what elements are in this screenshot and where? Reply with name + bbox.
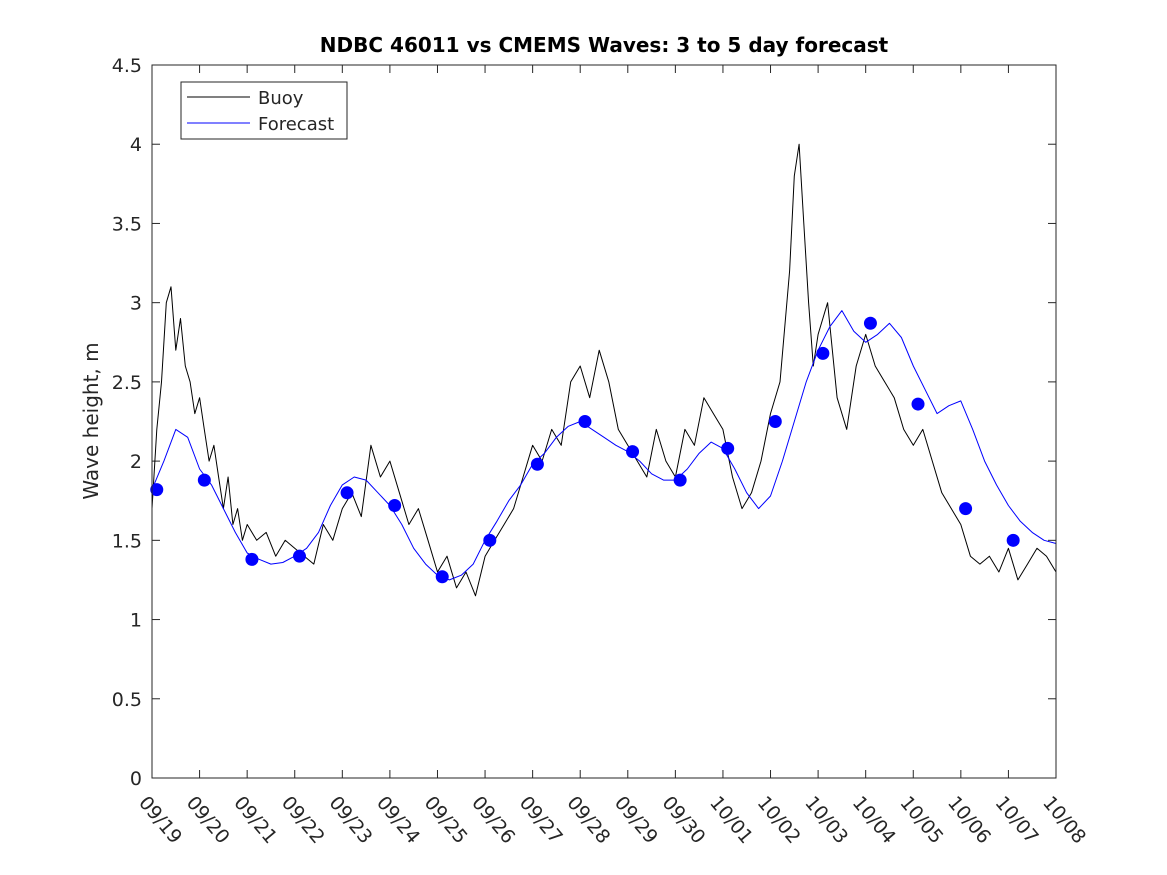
y-tick-label: 1 [130, 610, 142, 632]
forecast-marker [721, 441, 735, 455]
y-tick-label: 3.5 [112, 213, 142, 235]
forecast-marker [150, 483, 164, 497]
forecast-marker [863, 316, 877, 330]
series-line-buoy [151, 143, 1057, 597]
forecast-marker [768, 415, 782, 428]
forecast-marker [435, 570, 449, 584]
y-tick-label: 4 [130, 134, 142, 156]
legend-label-buoy: Buoy [258, 88, 304, 109]
forecast-marker [673, 473, 687, 487]
forecast-marker [483, 533, 497, 547]
legend-box [180, 81, 348, 140]
forecast-marker [340, 486, 354, 500]
forecast-marker [388, 498, 402, 512]
y-tick-label: 0.5 [112, 689, 142, 711]
forecast-marker [530, 457, 544, 471]
y-tick-label: 4.5 [112, 55, 142, 77]
forecast-marker [292, 549, 306, 563]
forecast-marker [911, 397, 925, 411]
y-tick-label: 2 [130, 451, 142, 473]
forecast-marker [578, 415, 592, 428]
legend-label-forecast: Forecast [258, 114, 334, 135]
forecast-marker [816, 346, 830, 360]
forecast-marker [197, 473, 211, 487]
chart-title: NDBC 46011 vs CMEMS Waves: 3 to 5 day fo… [320, 33, 889, 57]
forecast-marker [1006, 533, 1020, 547]
y-tick-label: 1.5 [112, 530, 142, 552]
forecast-marker [959, 502, 973, 516]
y-tick-label: 0 [130, 768, 142, 790]
forecast-marker [245, 552, 259, 566]
marker-layer [150, 316, 1020, 584]
y-tick-label: 3 [130, 293, 142, 315]
legend: Buoy Forecast [180, 81, 348, 140]
plot-area [152, 65, 1056, 778]
forecast-marker [626, 445, 640, 459]
y-axis-label: Wave height, m [79, 342, 103, 499]
y-axis: 0 0.5 1 1.5 2 2.5 3 3.5 4 4.5 [112, 55, 1056, 790]
y-tick-label: 2.5 [112, 372, 142, 394]
plot-frame [151, 64, 1057, 779]
